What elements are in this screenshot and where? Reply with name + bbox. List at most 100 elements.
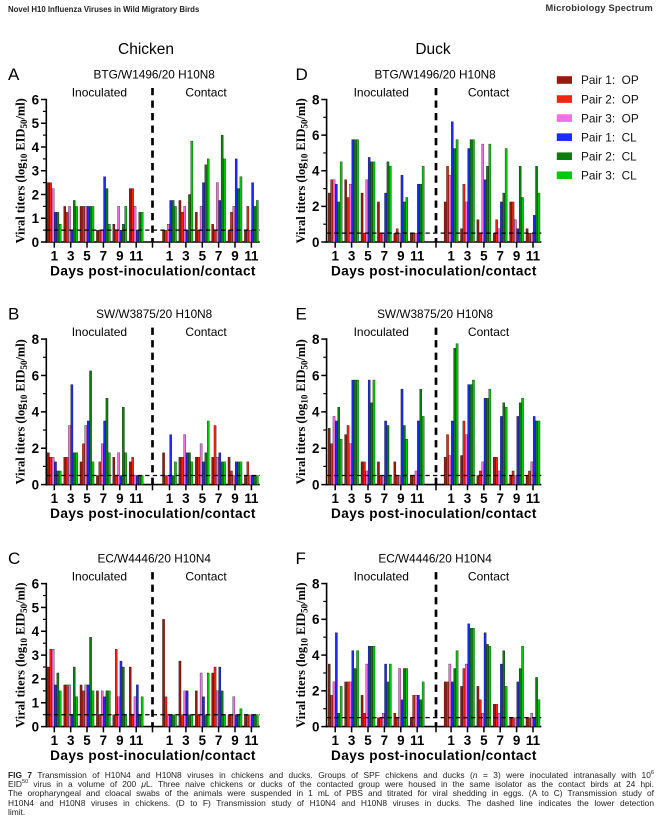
svg-text:SW/W3875/20 H10N8: SW/W3875/20 H10N8: [96, 307, 212, 321]
svg-text:1: 1: [331, 733, 339, 748]
svg-text:Days post-inoculation/contact: Days post-inoculation/contact: [50, 264, 256, 279]
svg-text:5: 5: [199, 491, 207, 506]
svg-text:Contact: Contact: [185, 86, 227, 100]
svg-text:B: B: [8, 305, 19, 324]
svg-text:1: 1: [447, 249, 455, 264]
svg-text:Chicken: Chicken: [118, 41, 174, 58]
svg-text:A: A: [8, 65, 20, 84]
svg-text:7: 7: [215, 249, 222, 264]
svg-text:5: 5: [83, 491, 91, 506]
svg-text:3: 3: [464, 491, 471, 506]
svg-text:11: 11: [129, 491, 144, 506]
svg-text:0: 0: [312, 477, 319, 492]
svg-text:Viral titers (log10 EID50/ml): Viral titers (log10 EID50/ml): [294, 339, 310, 484]
svg-text:3: 3: [32, 648, 39, 663]
svg-text:1: 1: [166, 733, 174, 748]
svg-text:7: 7: [381, 249, 388, 264]
svg-text:Contact: Contact: [185, 325, 227, 339]
svg-text:11: 11: [244, 733, 259, 748]
svg-text:Days post-inoculation/contact: Days post-inoculation/contact: [331, 506, 537, 521]
svg-text:5: 5: [480, 491, 488, 506]
svg-text:7: 7: [100, 491, 107, 506]
svg-text:4: 4: [312, 164, 320, 179]
svg-text:Viral titers (log10 EID50/ml): Viral titers (log10 EID50/ml): [294, 98, 310, 243]
svg-text:5: 5: [480, 249, 488, 264]
svg-text:7: 7: [215, 491, 222, 506]
svg-text:7: 7: [100, 249, 107, 264]
svg-text:1: 1: [331, 249, 339, 264]
svg-text:4: 4: [32, 624, 40, 639]
svg-text:Viral titers (log10 EID50/ml): Viral titers (log10 EID50/ml): [14, 98, 30, 243]
svg-text:2: 2: [32, 187, 39, 202]
svg-text:Inoculated: Inoculated: [354, 570, 409, 584]
svg-text:5: 5: [83, 733, 91, 748]
svg-text:Contact: Contact: [468, 86, 510, 100]
svg-text:Inoculated: Inoculated: [72, 86, 127, 100]
svg-text:5: 5: [364, 733, 372, 748]
svg-text:1: 1: [32, 211, 40, 226]
svg-text:1: 1: [447, 733, 455, 748]
svg-text:0: 0: [312, 235, 319, 250]
svg-text:Days post-inoculation/contact: Days post-inoculation/contact: [331, 264, 537, 279]
svg-text:3: 3: [67, 249, 74, 264]
svg-text:1: 1: [447, 491, 455, 506]
svg-text:5: 5: [364, 249, 372, 264]
svg-text:9: 9: [231, 491, 238, 506]
svg-text:0: 0: [32, 477, 39, 492]
svg-text:Days post-inoculation/contact: Days post-inoculation/contact: [331, 748, 537, 763]
svg-text:3: 3: [348, 491, 355, 506]
svg-text:2: 2: [32, 672, 39, 687]
svg-text:9: 9: [116, 491, 123, 506]
svg-text:BTG/W1496/20 H10N8: BTG/W1496/20 H10N8: [374, 68, 496, 82]
svg-text:2: 2: [312, 441, 319, 456]
svg-text:4: 4: [32, 140, 40, 155]
svg-text:7: 7: [496, 733, 503, 748]
svg-text:D: D: [296, 65, 308, 84]
svg-text:9: 9: [513, 491, 520, 506]
svg-text:5: 5: [199, 249, 207, 264]
svg-text:3: 3: [32, 164, 39, 179]
svg-text:3: 3: [67, 733, 74, 748]
svg-text:6: 6: [312, 128, 319, 143]
svg-text:Pair 3: OP: Pair 3: OP: [581, 111, 639, 125]
svg-text:3: 3: [182, 733, 189, 748]
svg-text:9: 9: [231, 733, 238, 748]
svg-text:7: 7: [496, 491, 503, 506]
svg-text:11: 11: [410, 733, 425, 748]
svg-text:0: 0: [32, 235, 39, 250]
svg-text:1: 1: [51, 249, 59, 264]
svg-text:Inoculated: Inoculated: [72, 570, 127, 584]
svg-text:0: 0: [32, 719, 39, 734]
svg-text:3: 3: [464, 733, 471, 748]
svg-text:C: C: [8, 549, 20, 568]
svg-text:2: 2: [312, 199, 319, 214]
svg-text:0: 0: [312, 719, 319, 734]
svg-text:11: 11: [129, 733, 144, 748]
svg-text:9: 9: [116, 249, 123, 264]
svg-text:1: 1: [51, 491, 59, 506]
svg-text:6: 6: [32, 92, 39, 107]
svg-text:5: 5: [32, 600, 40, 615]
svg-text:Contact: Contact: [185, 570, 227, 584]
svg-text:3: 3: [464, 249, 471, 264]
svg-text:8: 8: [32, 332, 40, 347]
svg-text:E: E: [296, 305, 307, 324]
svg-text:Viral titers (log10 EID50/ml): Viral titers (log10 EID50/ml): [14, 339, 30, 484]
svg-text:5: 5: [32, 116, 40, 131]
svg-text:1: 1: [166, 249, 174, 264]
svg-text:11: 11: [410, 249, 425, 264]
svg-text:7: 7: [381, 491, 388, 506]
svg-text:6: 6: [312, 612, 319, 627]
svg-text:1: 1: [51, 733, 59, 748]
svg-text:Inoculated: Inoculated: [72, 325, 127, 339]
svg-text:1: 1: [331, 491, 339, 506]
svg-text:9: 9: [116, 733, 123, 748]
svg-text:5: 5: [480, 733, 488, 748]
svg-text:7: 7: [381, 733, 388, 748]
svg-text:6: 6: [312, 368, 319, 383]
svg-text:11: 11: [244, 249, 259, 264]
svg-text:5: 5: [199, 733, 207, 748]
svg-text:9: 9: [397, 249, 404, 264]
svg-text:Pair 2: OP: Pair 2: OP: [581, 92, 639, 106]
svg-text:Viral titers (log10 EID50/ml): Viral titers (log10 EID50/ml): [294, 582, 310, 727]
